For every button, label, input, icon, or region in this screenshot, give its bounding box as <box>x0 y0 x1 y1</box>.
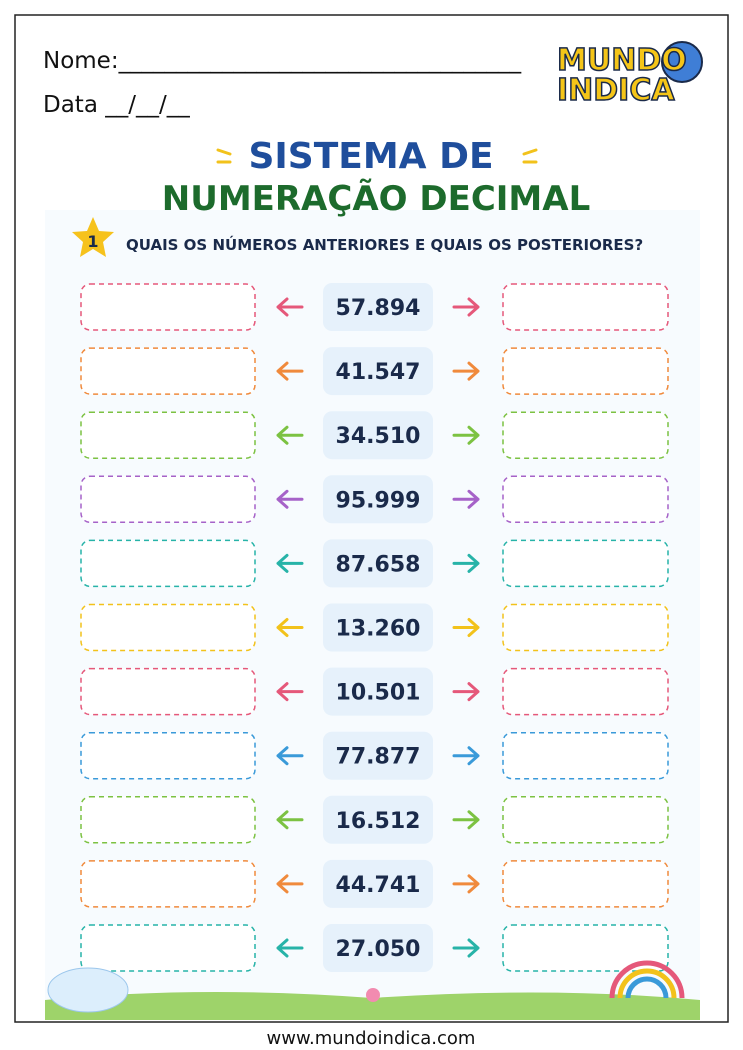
rainbow <box>609 960 685 999</box>
number-box <box>323 283 433 331</box>
number-box <box>323 924 433 972</box>
question-text: QUAIS OS NÚMEROS ANTERIORES E QUAIS OS P… <box>126 235 643 254</box>
arrow-left <box>276 810 304 830</box>
number-box <box>323 539 433 588</box>
arrow-left <box>276 297 304 317</box>
number: 10.501 <box>336 681 421 706</box>
answer-box-left <box>80 603 256 652</box>
arrow-right <box>452 361 480 381</box>
arrow-right <box>452 489 480 509</box>
question-star <box>72 217 114 257</box>
date-label: Data __/__/__ <box>43 92 190 118</box>
number: 57.894 <box>336 296 421 321</box>
number: 87.658 <box>336 552 421 577</box>
logo-bottom: INDICA <box>557 73 675 108</box>
answer-box-right <box>502 475 669 524</box>
arrow-left <box>276 618 304 637</box>
flower <box>366 988 380 1002</box>
arrow-right <box>452 297 480 317</box>
answer-box-left <box>80 283 256 331</box>
number: 34.510 <box>336 424 421 449</box>
arrow-left <box>276 746 304 766</box>
number-box <box>323 411 433 460</box>
number: 95.999 <box>336 488 421 513</box>
arrow-right <box>452 746 480 766</box>
footer-url: www.mundoindica.com <box>267 1028 476 1049</box>
arrow-right <box>452 618 480 637</box>
number: 41.547 <box>336 360 421 385</box>
number: 16.512 <box>336 809 421 834</box>
arrow-right <box>452 874 480 894</box>
answer-box-right <box>502 667 669 716</box>
answer-box-left <box>80 347 256 395</box>
answer-box-left <box>80 539 256 588</box>
arrow-right <box>452 810 480 830</box>
rainbow <box>617 968 677 999</box>
number: 13.260 <box>336 617 421 642</box>
number-box <box>323 859 433 908</box>
title-line1: SISTEMA DE <box>248 136 493 177</box>
rainbow <box>625 976 669 999</box>
number-box <box>323 347 433 396</box>
answer-box-left <box>80 475 256 524</box>
arrow-right <box>452 425 480 445</box>
answer-box-left <box>80 411 256 459</box>
arrow-left <box>276 489 304 509</box>
arrow-left <box>276 938 304 958</box>
number: 77.877 <box>336 745 421 770</box>
title-decoration <box>216 148 538 164</box>
arrow-right <box>452 553 480 573</box>
number-box <box>323 475 433 524</box>
arrow-left <box>276 553 304 573</box>
answer-box-right <box>502 924 669 972</box>
logo-globe <box>661 41 703 83</box>
arrow-right <box>452 938 480 958</box>
answer-box-left <box>80 860 256 908</box>
answer-box-right <box>502 731 669 780</box>
number-box <box>323 603 433 652</box>
answer-box-right <box>502 283 669 331</box>
answer-box-right <box>502 347 669 395</box>
answer-box-left <box>80 731 256 780</box>
cloud <box>47 967 129 1013</box>
number-box <box>323 795 433 844</box>
name-label: Nome:___________________________________ <box>43 48 522 74</box>
logo-top: MUNDO <box>557 43 687 78</box>
question-number: 1 <box>87 232 98 251</box>
answer-box-right <box>502 603 669 652</box>
answer-box-left <box>80 667 256 716</box>
arrow-left <box>276 874 304 894</box>
number: 44.741 <box>336 873 421 898</box>
answer-box-right <box>502 860 669 908</box>
answer-box-right <box>502 539 669 588</box>
arrow-left <box>276 682 304 702</box>
arrow-left <box>276 361 304 381</box>
title-line2: NUMERAÇÃO DECIMAL <box>162 178 591 219</box>
number-box <box>323 731 433 780</box>
answer-box-left <box>80 796 256 844</box>
grass <box>45 991 700 1020</box>
answer-box-right <box>502 796 669 844</box>
number-box <box>323 667 433 716</box>
number: 27.050 <box>336 937 421 962</box>
arrow-left <box>276 425 304 445</box>
answer-box-right <box>502 411 669 459</box>
answer-box-left <box>80 924 256 972</box>
arrow-right <box>452 682 480 702</box>
